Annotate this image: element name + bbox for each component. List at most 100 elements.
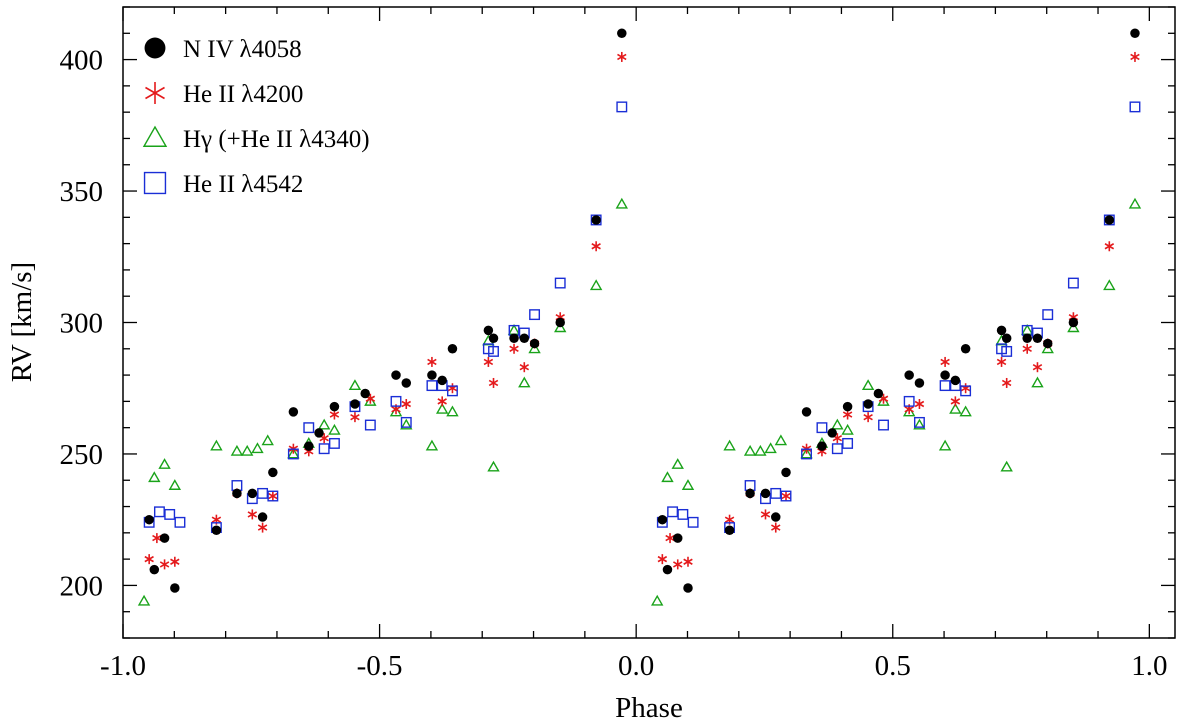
data-point	[651, 594, 664, 606]
data-point	[677, 508, 689, 520]
data-point	[164, 508, 176, 520]
data-point	[304, 441, 314, 451]
data-point	[1022, 343, 1032, 354]
data-point	[318, 443, 330, 455]
data-point	[904, 370, 914, 380]
data-point	[760, 488, 771, 499]
data-point	[1130, 51, 1140, 62]
data-point	[529, 338, 540, 349]
data-point	[1042, 309, 1054, 321]
data-point	[662, 564, 673, 575]
data-point	[425, 439, 439, 451]
x-tick-label: 0.5	[875, 650, 911, 682]
data-point	[1031, 376, 1044, 388]
legend-label: N IV λ4058	[183, 36, 302, 63]
data-point	[800, 447, 813, 459]
data-point	[1021, 323, 1034, 335]
data-point	[144, 514, 154, 525]
x-tick-label: -0.5	[357, 650, 403, 682]
data-point	[842, 401, 853, 412]
legend-label: He II λ4542	[183, 171, 303, 198]
data-point	[960, 383, 971, 394]
data-point	[1041, 342, 1054, 354]
data-point	[152, 533, 162, 544]
data-point	[329, 401, 340, 412]
data-point	[863, 412, 873, 423]
data-point	[687, 516, 699, 528]
data-point	[390, 395, 402, 407]
legend-label: He II λ4200	[183, 81, 303, 108]
data-point	[230, 444, 244, 456]
x-axis-label: Phase	[615, 692, 683, 722]
data-point	[519, 333, 530, 344]
data-point	[781, 467, 791, 478]
data-point	[257, 512, 268, 522]
data-point	[671, 458, 684, 469]
data-point	[1001, 345, 1013, 357]
data-point	[509, 343, 519, 354]
data-point	[288, 407, 299, 417]
data-point	[447, 344, 458, 354]
data-point	[158, 458, 171, 469]
data-point	[801, 407, 812, 417]
data-point	[771, 512, 781, 522]
x-tick-label: 1.0	[1131, 650, 1167, 682]
data-point	[1130, 28, 1140, 39]
data-point	[672, 533, 683, 543]
data-point	[1068, 317, 1079, 328]
data-point	[743, 444, 757, 456]
data-point	[841, 423, 854, 435]
x-tick-label: -1.0	[100, 650, 146, 682]
data-point	[913, 418, 926, 430]
data-point	[555, 317, 565, 328]
data-point	[681, 479, 695, 490]
data-point	[1001, 377, 1012, 388]
data-point	[528, 342, 541, 354]
data-point	[137, 594, 151, 606]
data-point	[401, 378, 412, 388]
legend-marker	[143, 171, 167, 195]
data-point	[170, 556, 180, 567]
data-point	[483, 356, 494, 367]
data-point	[437, 396, 447, 407]
data-point	[446, 405, 459, 417]
data-point	[940, 370, 950, 380]
data-point	[1103, 279, 1116, 291]
data-point	[287, 448, 299, 460]
data-point	[447, 383, 458, 394]
data-point	[780, 490, 792, 502]
data-point	[426, 380, 438, 392]
data-point	[938, 439, 952, 451]
data-point	[247, 509, 258, 520]
legend-label: Hγ (+He II λ4340)	[183, 126, 370, 153]
data-point	[350, 399, 360, 409]
data-point	[437, 375, 447, 386]
data-point	[1022, 333, 1032, 344]
data-point	[683, 583, 693, 593]
data-point	[518, 376, 531, 388]
data-point	[328, 437, 340, 449]
data-point	[317, 418, 331, 430]
data-point	[1067, 277, 1079, 289]
data-point	[519, 362, 530, 373]
data-point	[1032, 362, 1043, 373]
y-tick-label: 300	[60, 308, 104, 340]
data-point	[617, 51, 627, 62]
data-point	[303, 422, 315, 434]
data-point	[673, 559, 683, 570]
data-point	[168, 479, 182, 490]
data-point	[878, 419, 889, 431]
data-point	[1032, 333, 1043, 344]
data-point	[261, 434, 274, 446]
data-point	[589, 279, 603, 291]
y-tick-label: 350	[60, 176, 104, 208]
data-point	[745, 488, 755, 499]
data-point	[754, 444, 767, 456]
data-point	[591, 241, 601, 252]
data-point	[144, 554, 154, 565]
data-point	[1000, 460, 1013, 472]
y-tick-label: 200	[60, 570, 104, 602]
data-point	[913, 416, 925, 428]
data-point	[781, 491, 791, 502]
data-point	[148, 471, 161, 483]
